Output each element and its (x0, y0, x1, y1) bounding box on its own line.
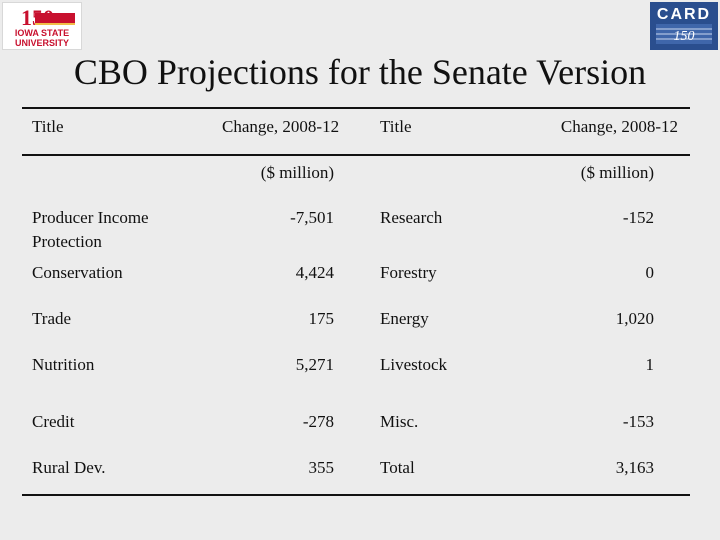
row-4-left-value: 5,271 (295, 355, 334, 374)
header-unit-right: ($ million) (580, 163, 654, 182)
header-change-left: Change, 2008-12 (222, 117, 340, 136)
row-1-left-title: Producer Income Protection (32, 208, 149, 251)
card-logo: CARD 150 (650, 2, 718, 50)
row-3-left-title: Trade (32, 309, 72, 328)
card-wordmark: CARD (657, 6, 711, 23)
row-1-right-title: Research (380, 208, 443, 227)
card-logo-graphic: CARD 150 (650, 2, 718, 50)
row-4-left-title: Nutrition (32, 355, 95, 374)
row-5-left-title: Credit (32, 412, 75, 431)
row-3-left-value: 175 (308, 309, 335, 328)
row-1-left-value: -7,501 (290, 208, 334, 227)
row-6-left-value: 355 (308, 458, 335, 477)
row-6-right-value: 3,163 (615, 458, 654, 477)
row-4-right-value: 1 (645, 355, 655, 374)
header-title-right: Title (380, 117, 412, 136)
row-2-right-title: Forestry (380, 263, 437, 282)
row-2-left-title: Conservation (32, 263, 123, 282)
card-badge: 150 (674, 29, 695, 44)
row-3-right-value: 1,020 (615, 309, 654, 328)
bottom-rule (22, 494, 690, 496)
header-unit-left: ($ million) (260, 163, 334, 182)
row-6-right-title: Total (380, 458, 415, 477)
iowa-state-logo: 150 IOWA STATE UNIVERSITY (2, 2, 82, 50)
row-5-left-value: -278 (302, 412, 334, 431)
row-3-right-title: Energy (380, 309, 429, 328)
top-rule (22, 107, 690, 109)
header-title-left: Title (32, 117, 64, 136)
iowa-state-wordmark: IOWA STATE (15, 28, 69, 38)
row-4-right-title: Livestock (380, 355, 448, 374)
row-5-right-title: Misc. (380, 412, 419, 431)
row-1-right-value: -152 (622, 208, 654, 227)
header-rule (22, 154, 690, 156)
row-6-left-title: Rural Dev. (32, 458, 106, 477)
row-2-right-value: 0 (645, 263, 655, 282)
slide-title: CBO Projections for the Senate Version (73, 52, 647, 92)
iowa-state-logo-graphic: 150 IOWA STATE UNIVERSITY (4, 4, 80, 48)
row-5-right-value: -153 (622, 412, 654, 431)
iowa-state-wordmark-2: UNIVERSITY (15, 38, 69, 48)
header-change-right: Change, 2008-12 (560, 117, 678, 136)
row-2-left-value: 4,424 (295, 263, 334, 282)
